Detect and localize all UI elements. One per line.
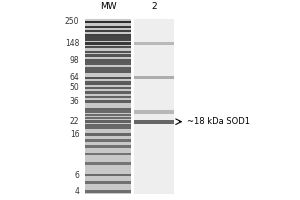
Bar [85, 30, 131, 32]
Bar [85, 174, 131, 176]
Bar [85, 54, 131, 57]
Text: 2: 2 [151, 2, 157, 11]
Bar [85, 181, 131, 184]
Text: 16: 16 [70, 130, 79, 139]
Bar [134, 110, 174, 114]
Text: 22: 22 [70, 117, 79, 126]
Bar [85, 120, 131, 123]
Bar [85, 114, 131, 116]
Text: 250: 250 [65, 17, 79, 26]
Text: 50: 50 [70, 83, 79, 92]
Bar [85, 59, 131, 62]
Bar [134, 42, 174, 45]
Bar [85, 19, 131, 194]
Bar [85, 46, 131, 48]
Bar [85, 81, 131, 83]
Bar [85, 108, 131, 110]
Bar [85, 91, 131, 94]
Bar [85, 96, 131, 98]
Bar [85, 139, 131, 142]
Bar [85, 77, 131, 79]
Text: 64: 64 [70, 73, 79, 82]
Bar [85, 42, 131, 45]
Bar [85, 190, 131, 193]
Text: ~18 kDa SOD1: ~18 kDa SOD1 [187, 117, 250, 126]
Bar [85, 110, 131, 113]
Bar [134, 19, 174, 194]
Bar [134, 76, 174, 79]
Text: 36: 36 [70, 97, 79, 106]
Text: MW: MW [100, 2, 116, 11]
Bar [85, 145, 131, 148]
Text: 6: 6 [74, 171, 79, 180]
Text: 98: 98 [70, 56, 79, 65]
Bar [85, 26, 131, 28]
Bar [85, 117, 131, 119]
Bar [85, 153, 131, 155]
Bar [85, 39, 131, 41]
Bar [85, 67, 131, 70]
Bar [85, 100, 131, 103]
Bar [85, 21, 131, 23]
Bar [85, 162, 131, 165]
Bar [85, 36, 131, 39]
Bar [85, 70, 131, 73]
Bar [85, 87, 131, 89]
Bar [85, 62, 131, 65]
Bar [85, 126, 131, 129]
Bar [85, 83, 131, 85]
Text: 4: 4 [74, 187, 79, 196]
Text: 148: 148 [65, 39, 79, 48]
Bar [85, 133, 131, 136]
Bar [85, 124, 131, 127]
Bar [85, 51, 131, 53]
Bar [85, 34, 131, 37]
Bar [134, 120, 174, 124]
